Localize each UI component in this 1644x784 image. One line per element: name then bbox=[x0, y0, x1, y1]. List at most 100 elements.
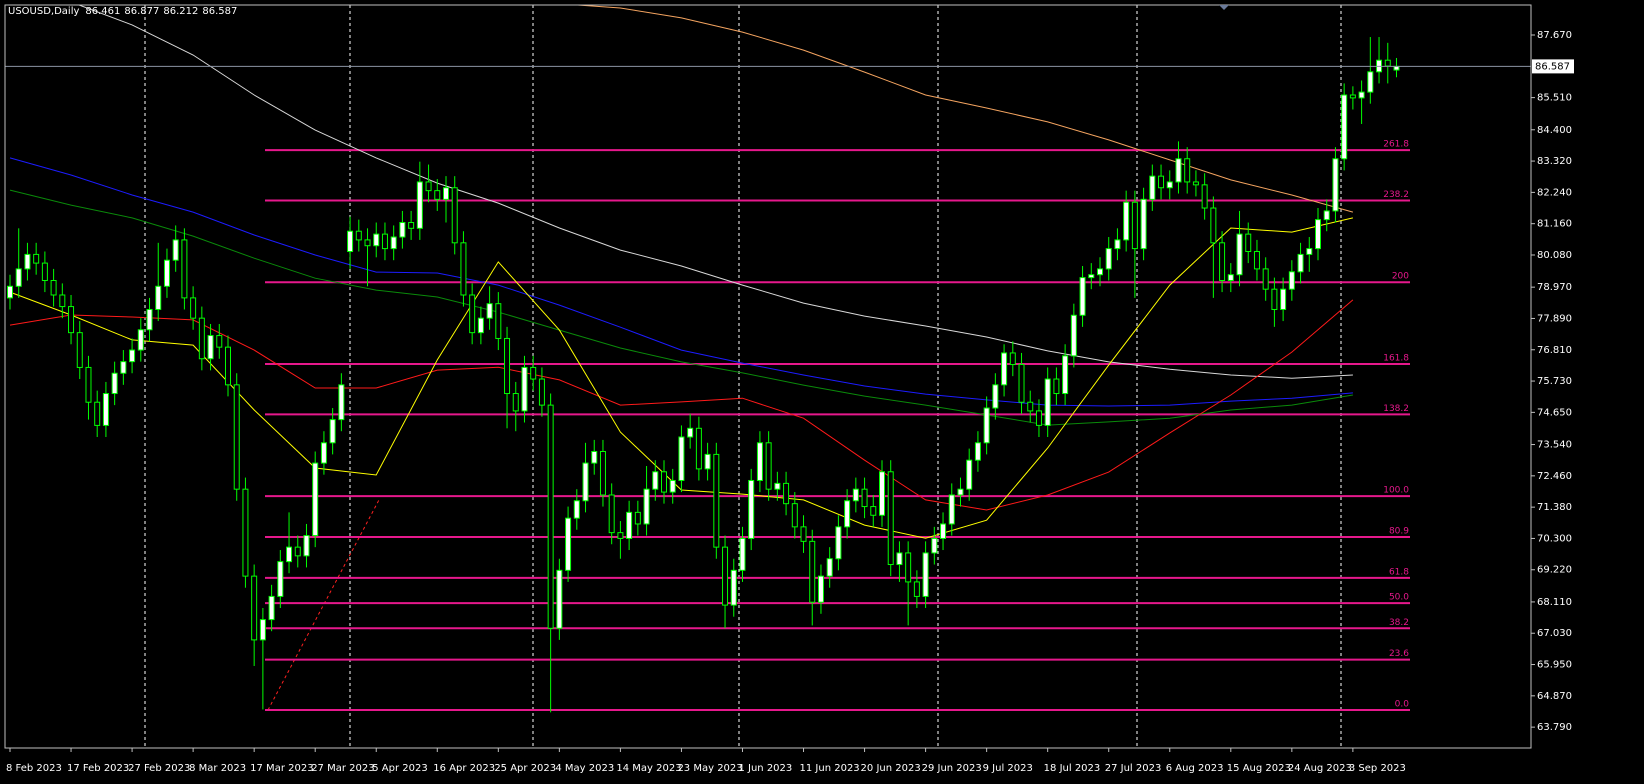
candle-body bbox=[1001, 352, 1008, 386]
fib-label: 23.6 bbox=[1389, 649, 1409, 659]
candle-body bbox=[870, 506, 877, 516]
candle-body bbox=[957, 488, 964, 496]
candle-body bbox=[347, 230, 354, 253]
candle-body bbox=[1131, 201, 1138, 250]
candle-body bbox=[486, 303, 493, 319]
candle-body bbox=[181, 239, 188, 299]
candle-body bbox=[1149, 175, 1156, 200]
symbol: USOUSD,Daily bbox=[8, 6, 79, 17]
moving-average bbox=[9, 189, 1353, 426]
candle-body bbox=[1253, 251, 1260, 270]
x-tick-label: 5 Apr 2023 bbox=[372, 763, 427, 774]
candle-body bbox=[68, 306, 75, 334]
y-tick-label: 83.320 bbox=[1537, 156, 1572, 167]
candle-body bbox=[50, 279, 57, 296]
candle-body bbox=[15, 268, 22, 287]
candle-body bbox=[1166, 181, 1173, 189]
candle-body bbox=[469, 294, 476, 334]
y-tick-label: 72.460 bbox=[1537, 471, 1572, 482]
candle-body bbox=[748, 479, 755, 539]
candle-body bbox=[573, 500, 580, 519]
candle-body bbox=[399, 222, 406, 238]
candle-body bbox=[33, 253, 40, 264]
candle-body bbox=[207, 335, 214, 360]
candle-body bbox=[974, 442, 981, 461]
fib-label: 161.8 bbox=[1383, 353, 1409, 363]
x-tick-label: 18 Jul 2023 bbox=[1044, 763, 1101, 774]
candle-body bbox=[599, 450, 606, 496]
candle-body bbox=[538, 378, 545, 406]
candle-body bbox=[163, 259, 170, 287]
x-tick-label: 27 Feb 2023 bbox=[128, 763, 190, 774]
y-tick-label: 68.110 bbox=[1537, 597, 1572, 608]
last-open: 86.461 bbox=[85, 6, 120, 17]
candle-body bbox=[905, 552, 912, 583]
fib-label: 138.2 bbox=[1383, 404, 1409, 414]
axes: 87.670 85.510 84.400 83.320 82.240 81.160 80.0… bbox=[5, 30, 1574, 774]
candle-body bbox=[1079, 277, 1086, 316]
candle-body bbox=[373, 233, 380, 247]
candle-body bbox=[1358, 91, 1365, 99]
candle-body bbox=[765, 442, 772, 490]
candle-body bbox=[172, 239, 179, 261]
candle-body bbox=[225, 346, 231, 386]
candle-body bbox=[922, 552, 929, 597]
candle-body bbox=[7, 285, 13, 299]
y-tick-label: 77.890 bbox=[1537, 313, 1572, 324]
y-tick-label: 71.380 bbox=[1537, 502, 1572, 513]
candle-body bbox=[1280, 288, 1287, 310]
candle-body bbox=[1027, 401, 1034, 412]
y-tick-label: 80.080 bbox=[1537, 250, 1572, 261]
candle-body bbox=[408, 222, 415, 229]
candle-body bbox=[826, 558, 833, 577]
x-tick-label: 29 Jun 2023 bbox=[922, 763, 982, 774]
moving-average bbox=[77, 5, 1353, 379]
candle-body bbox=[1236, 233, 1243, 276]
x-tick-label: 8 Mar 2023 bbox=[189, 763, 246, 774]
candle-body bbox=[1175, 158, 1182, 183]
candle-body bbox=[120, 361, 127, 374]
y-tick-label: 78.970 bbox=[1537, 282, 1572, 293]
y-tick-label: 85.510 bbox=[1537, 93, 1572, 104]
candle-body bbox=[695, 427, 702, 470]
candle-body bbox=[643, 488, 650, 525]
x-tick-label: 27 Jul 2023 bbox=[1105, 763, 1162, 774]
candle-body bbox=[626, 511, 633, 539]
candle-body bbox=[983, 407, 990, 444]
candle-body bbox=[1018, 364, 1025, 403]
x-tick-label: 1 Jun 2023 bbox=[738, 763, 792, 774]
candle-body bbox=[294, 546, 301, 557]
candle-body bbox=[661, 471, 667, 493]
y-tick-label: 70.300 bbox=[1537, 533, 1572, 544]
candle-body bbox=[1393, 65, 1400, 71]
candle-body bbox=[504, 337, 511, 395]
candle-body bbox=[155, 285, 162, 310]
candle-body bbox=[948, 494, 955, 525]
candle-body bbox=[556, 569, 563, 629]
candle-body bbox=[608, 494, 615, 534]
fib-trend-line bbox=[267, 497, 381, 711]
price-label: 86.587 bbox=[1535, 61, 1570, 72]
candle-body bbox=[887, 471, 894, 566]
candle-body bbox=[1262, 268, 1269, 290]
fib-label: 261.8 bbox=[1383, 140, 1409, 150]
candle-body bbox=[512, 393, 519, 412]
candle-body bbox=[268, 595, 275, 621]
fib-label: 80.9 bbox=[1389, 526, 1409, 536]
x-tick-label: 23 May 2023 bbox=[677, 763, 742, 774]
candle-body bbox=[286, 546, 293, 563]
candle-body bbox=[1367, 71, 1374, 93]
x-tick-label: 11 Jun 2023 bbox=[800, 763, 860, 774]
candle-body bbox=[1070, 314, 1077, 357]
x-tick-label: 20 Jun 2023 bbox=[861, 763, 921, 774]
y-tick-label: 82.240 bbox=[1537, 187, 1572, 198]
candle-body bbox=[137, 329, 144, 351]
y-tick-label: 87.670 bbox=[1537, 30, 1572, 41]
candle-body bbox=[1192, 181, 1199, 186]
candle-body bbox=[1184, 158, 1191, 183]
candle-body bbox=[1053, 378, 1060, 395]
candle-body bbox=[565, 517, 572, 571]
candle-body bbox=[320, 442, 327, 464]
